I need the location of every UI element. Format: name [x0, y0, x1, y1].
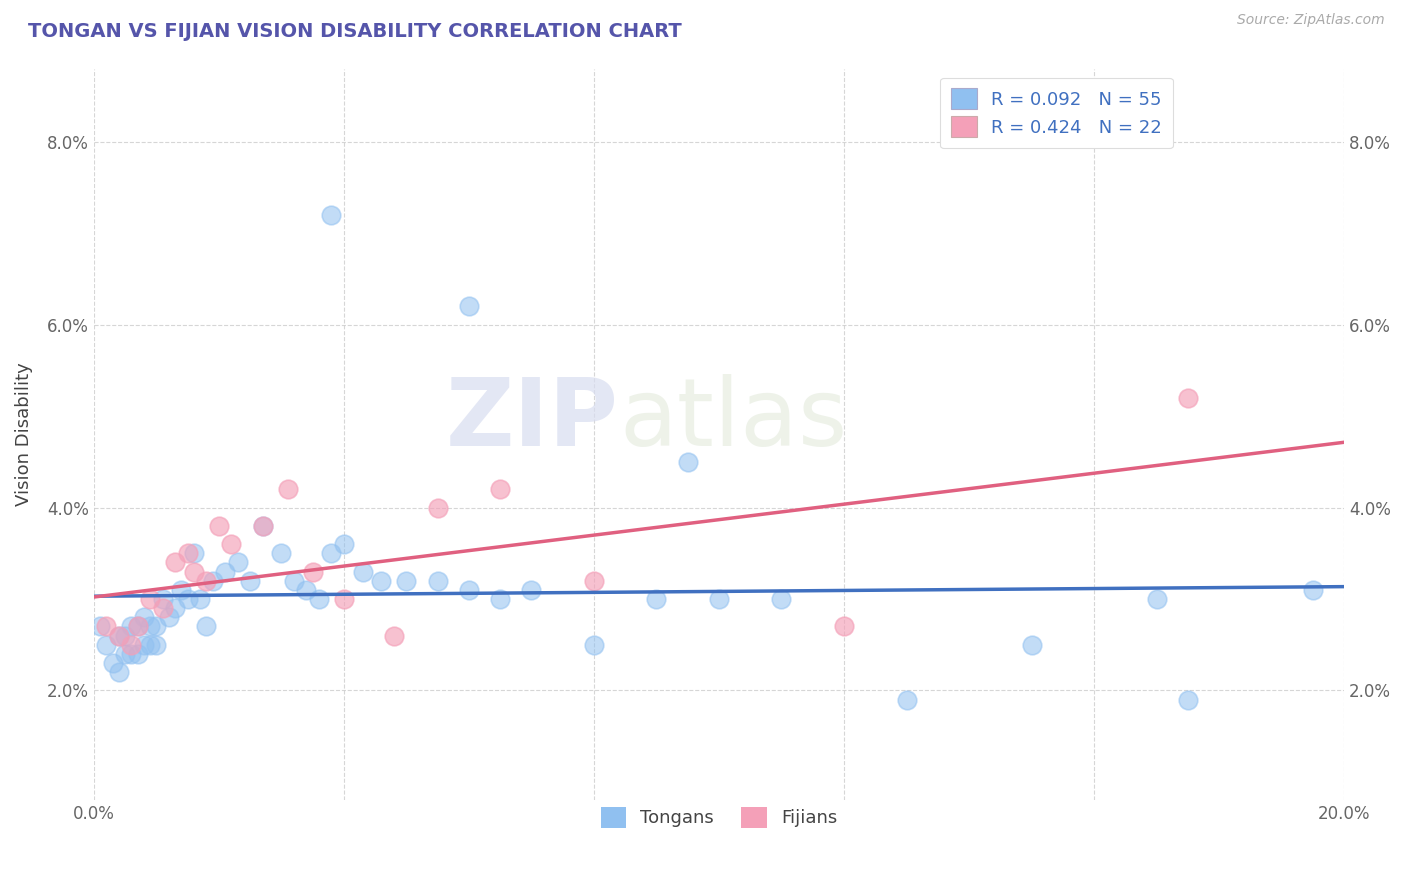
- Y-axis label: Vision Disability: Vision Disability: [15, 362, 32, 507]
- Fijians: [1177, 391, 1199, 405]
- Tongans: [188, 592, 211, 607]
- Fijians: [183, 565, 205, 579]
- Tongans: [896, 692, 918, 706]
- Fijians: [252, 518, 274, 533]
- Tongans: [176, 592, 198, 607]
- Tongans: [127, 619, 149, 633]
- Tongans: [107, 665, 129, 680]
- Legend: Tongans, Fijians: Tongans, Fijians: [593, 800, 845, 835]
- Tongans: [132, 610, 155, 624]
- Tongans: [252, 518, 274, 533]
- Tongans: [170, 582, 193, 597]
- Tongans: [183, 546, 205, 560]
- Tongans: [1177, 692, 1199, 706]
- Fijians: [195, 574, 218, 588]
- Tongans: [195, 619, 218, 633]
- Tongans: [89, 619, 111, 633]
- Tongans: [333, 537, 356, 551]
- Tongans: [352, 565, 374, 579]
- Tongans: [114, 629, 136, 643]
- Tongans: [707, 592, 730, 607]
- Fijians: [139, 592, 162, 607]
- Fijians: [107, 629, 129, 643]
- Tongans: [139, 638, 162, 652]
- Tongans: [120, 619, 142, 633]
- Tongans: [295, 582, 318, 597]
- Fijians: [221, 537, 243, 551]
- Tongans: [283, 574, 305, 588]
- Text: Source: ZipAtlas.com: Source: ZipAtlas.com: [1237, 13, 1385, 28]
- Tongans: [163, 601, 186, 615]
- Fijians: [120, 638, 142, 652]
- Tongans: [1021, 638, 1043, 652]
- Tongans: [120, 647, 142, 661]
- Tongans: [308, 592, 330, 607]
- Tongans: [101, 656, 124, 670]
- Fijians: [176, 546, 198, 560]
- Tongans: [239, 574, 262, 588]
- Tongans: [132, 638, 155, 652]
- Text: ZIP: ZIP: [446, 374, 619, 466]
- Tongans: [157, 610, 180, 624]
- Text: TONGAN VS FIJIAN VISION DISABILITY CORRELATION CHART: TONGAN VS FIJIAN VISION DISABILITY CORRE…: [28, 22, 682, 41]
- Tongans: [520, 582, 543, 597]
- Tongans: [1146, 592, 1168, 607]
- Tongans: [582, 638, 605, 652]
- Fijians: [277, 482, 299, 496]
- Fijians: [208, 518, 231, 533]
- Fijians: [127, 619, 149, 633]
- Text: atlas: atlas: [619, 374, 848, 466]
- Tongans: [107, 629, 129, 643]
- Tongans: [139, 619, 162, 633]
- Tongans: [127, 647, 149, 661]
- Fijians: [582, 574, 605, 588]
- Tongans: [226, 556, 249, 570]
- Tongans: [457, 299, 479, 313]
- Fijians: [382, 629, 405, 643]
- Fijians: [152, 601, 174, 615]
- Tongans: [426, 574, 449, 588]
- Tongans: [321, 546, 343, 560]
- Tongans: [489, 592, 512, 607]
- Tongans: [457, 582, 479, 597]
- Tongans: [96, 638, 118, 652]
- Tongans: [645, 592, 668, 607]
- Tongans: [270, 546, 292, 560]
- Fijians: [832, 619, 855, 633]
- Tongans: [152, 592, 174, 607]
- Tongans: [201, 574, 224, 588]
- Tongans: [145, 619, 167, 633]
- Tongans: [676, 455, 699, 469]
- Fijians: [426, 500, 449, 515]
- Tongans: [321, 208, 343, 222]
- Tongans: [1302, 582, 1324, 597]
- Tongans: [770, 592, 793, 607]
- Tongans: [370, 574, 392, 588]
- Fijians: [96, 619, 118, 633]
- Tongans: [214, 565, 236, 579]
- Tongans: [145, 638, 167, 652]
- Tongans: [395, 574, 418, 588]
- Fijians: [489, 482, 512, 496]
- Fijians: [301, 565, 323, 579]
- Fijians: [163, 556, 186, 570]
- Fijians: [333, 592, 356, 607]
- Tongans: [114, 647, 136, 661]
